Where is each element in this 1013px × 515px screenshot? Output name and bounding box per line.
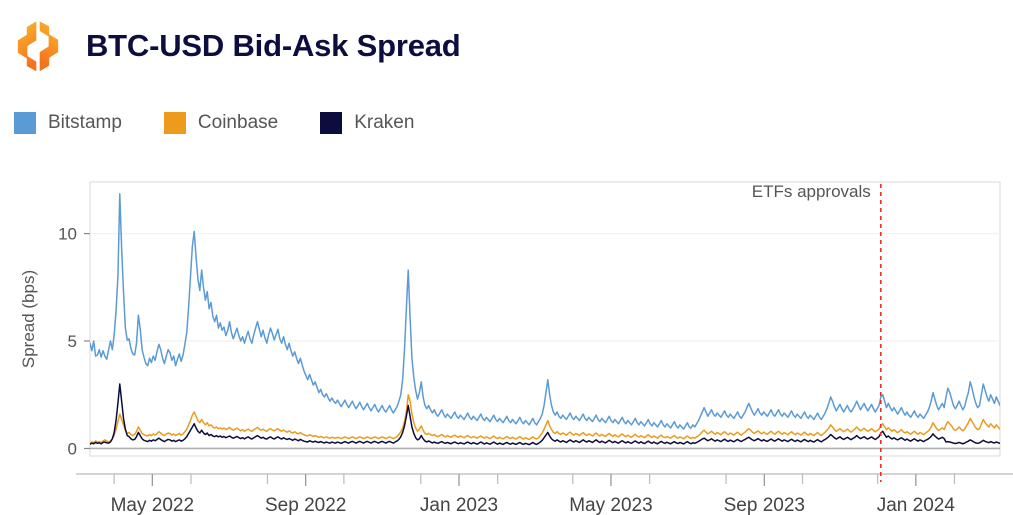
- legend-item-coinbase[interactable]: Coinbase: [163, 112, 279, 134]
- series-group: [90, 193, 1000, 446]
- legend-item-bitstamp[interactable]: Bitstamp: [14, 112, 122, 134]
- series-line-coinbase: [90, 394, 1000, 444]
- x-tick-label: Sep 2023: [724, 495, 805, 515]
- x-tick-label: May 2023: [569, 495, 652, 515]
- legend-swatch-coinbase: [163, 112, 186, 134]
- legend-swatch-bitstamp: [14, 112, 36, 134]
- legend-label-kraken: Kraken: [354, 112, 415, 133]
- legend-label-bitstamp: Bitstamp: [48, 112, 122, 133]
- legend-swatch-kraken: [320, 112, 343, 134]
- kaiko-hexagon-logo: [17, 21, 59, 72]
- y-axis-title: Spread (bps): [19, 270, 38, 368]
- x-tick-label: Jan 2023: [420, 495, 498, 515]
- chart-header: BTC-USD Bid-Ask Spread: [0, 0, 1013, 92]
- series-line-bitstamp: [90, 193, 1000, 430]
- chart-legend: Bitstamp Coinbase Kraken: [14, 110, 456, 136]
- series-line-kraken: [90, 383, 1000, 446]
- x-tick-label: Jan 2024: [877, 495, 956, 515]
- legend-item-kraken[interactable]: Kraken: [320, 112, 414, 134]
- page-title: BTC-USD Bid-Ask Spread: [86, 28, 461, 63]
- annotation-label-etf-approvals: ETFs approvals: [752, 182, 871, 201]
- plot-border: [89, 181, 1001, 457]
- y-tick-label: 0: [68, 439, 77, 458]
- spread-line-chart: 0 5 10 Spread (bps) May 2022 Sep 2022 Jan 2023…: [19, 181, 1013, 515]
- x-tick-label: Sep 2022: [265, 495, 346, 515]
- y-tick-label: 5: [68, 332, 77, 351]
- y-tick-label: 10: [58, 225, 77, 244]
- chart-plot-area: 0 5 10 Spread (bps) May 2022 Sep 2022 Jan 2023…: [0, 150, 1013, 515]
- x-tick-label: May 2022: [111, 495, 194, 515]
- legend-label-coinbase: Coinbase: [197, 112, 279, 133]
